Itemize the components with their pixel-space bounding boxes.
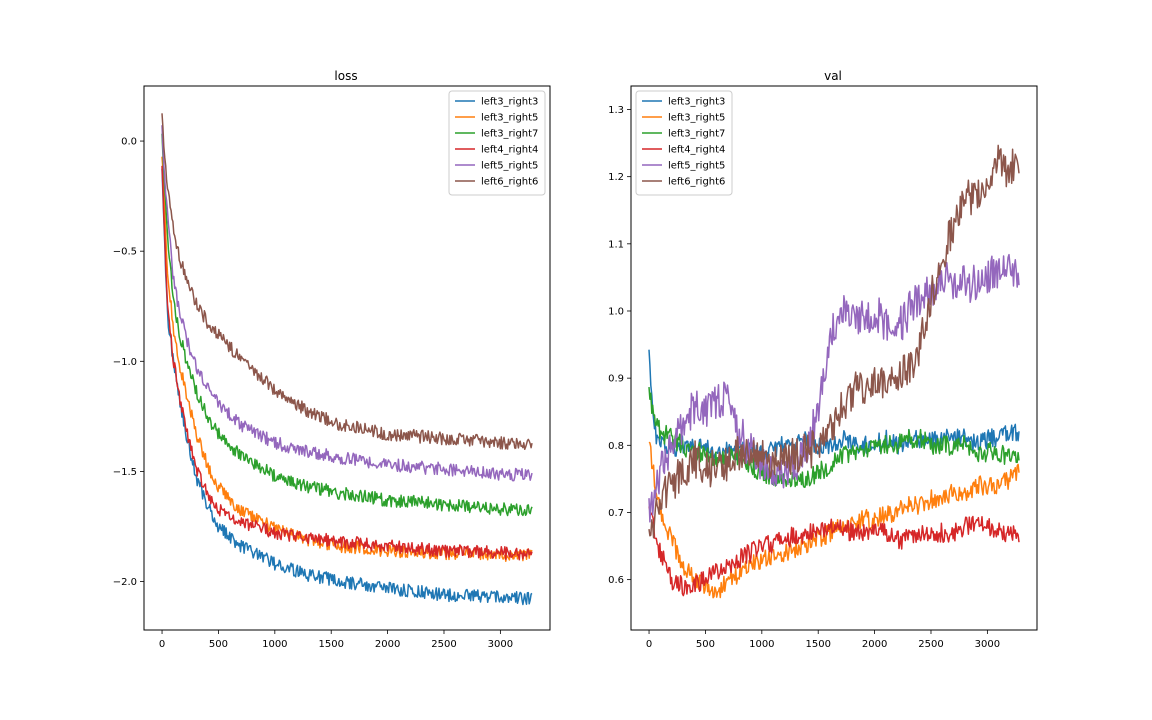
val-ytick-label: 0.8 [608, 441, 624, 452]
val-chart-legend: left3_right3 left3_right5 left3_right7left… [635, 90, 733, 196]
loss-legend-label: left5_right5 [481, 161, 538, 172]
val-chart-xaxis: 0 500 1000 1500 2000 2500 3000 [646, 630, 1000, 650]
loss-chart-xaxis: 0 500 1000 1500 2000 2500 3000 [159, 630, 513, 650]
val-xtick-label: 2500 [918, 639, 943, 650]
val-legend-label: left5_right5 [668, 161, 725, 172]
val-xtick-label: 0 [646, 639, 652, 650]
loss-ytick-label: −0.5 [113, 247, 137, 258]
loss-chart-legend: left3_right3 left3_right5 left3_right7left… [448, 90, 546, 196]
loss-series-left4_right4 [161, 165, 533, 561]
loss-ytick-label: −2.0 [113, 577, 137, 588]
val-series-left3_right7 [648, 387, 1020, 489]
val-ytick-label: 1.2 [608, 172, 624, 183]
val-chart-lines [648, 144, 1020, 599]
val-ytick-label: 0.6 [608, 575, 624, 586]
val-legend-label: left3_right5 [668, 113, 725, 124]
loss-ytick-label: 0.0 [121, 137, 137, 148]
loss-ytick-label: −1.0 [113, 357, 137, 368]
val-series-left3_right3 [648, 349, 1020, 463]
loss-ytick-label: −1.5 [113, 467, 137, 478]
loss-series-left6_right6 [161, 113, 533, 451]
loss-legend-label: left3_right3 [481, 97, 538, 108]
val-xtick-label: 2000 [862, 639, 887, 650]
loss-xtick-label: 1500 [318, 639, 343, 650]
val-legend-label: left3_right7 [668, 129, 725, 140]
loss-legend-label: left3_right7 [481, 129, 538, 140]
val-legend-label: left4_right4 [668, 145, 725, 156]
loss-xtick-label: 0 [159, 639, 165, 650]
loss-chart-yaxis: 0.0 −0.5 −1.0 −1.5 −2.0 [113, 137, 144, 588]
val-xtick-label: 3000 [975, 639, 1000, 650]
val-legend-label: left6_right6 [668, 177, 725, 188]
val-series-left5_right5 [648, 253, 1020, 523]
val-ytick-label: 1.1 [608, 239, 624, 250]
val-ytick-label: 1.0 [608, 306, 624, 317]
loss-chart-lines [161, 113, 533, 606]
loss-xtick-label: 500 [209, 639, 228, 650]
loss-chart-frame [143, 85, 551, 631]
loss-legend-label: left4_right4 [481, 145, 538, 156]
val-chart-frame [630, 85, 1038, 631]
loss-series-left3_right7 [161, 133, 533, 517]
val-xtick-label: 1000 [749, 639, 774, 650]
val-xtick-label: 1500 [805, 639, 830, 650]
val-ytick-label: 1.3 [608, 105, 624, 116]
loss-xtick-label: 2500 [431, 639, 456, 650]
loss-chart: loss 0 500 1000 1500 2000 2500 3000 0.0 −0.5 −1.… [113, 69, 551, 650]
val-chart: val 0 500 1000 1500 2000 2500 3000 0.60.70.80.… [608, 69, 1038, 650]
val-chart-title: val [824, 69, 842, 83]
val-chart-yaxis: 0.6 0.7 0.8 0.9 1.0 1.1 1.2 1.3 [608, 105, 631, 586]
loss-series-left3_right3 [161, 168, 533, 606]
val-legend-label: left3_right3 [668, 97, 725, 108]
val-series-left6_right6 [648, 144, 1020, 539]
loss-series-left3_right5 [161, 156, 533, 563]
val-ytick-label: 0.7 [608, 508, 624, 519]
loss-xtick-label: 3000 [488, 639, 513, 650]
loss-chart-title: loss [334, 69, 357, 83]
loss-legend-label: left3_right5 [481, 113, 538, 124]
loss-series-left5_right5 [161, 125, 533, 482]
val-series-left3_right5 [648, 441, 1020, 599]
val-series-left4_right4 [648, 506, 1020, 597]
loss-xtick-label: 2000 [375, 639, 400, 650]
val-ytick-label: 0.9 [608, 374, 624, 385]
loss-xtick-label: 1000 [262, 639, 287, 650]
loss-legend-label: left6_right6 [481, 177, 538, 188]
val-xtick-label: 500 [696, 639, 715, 650]
